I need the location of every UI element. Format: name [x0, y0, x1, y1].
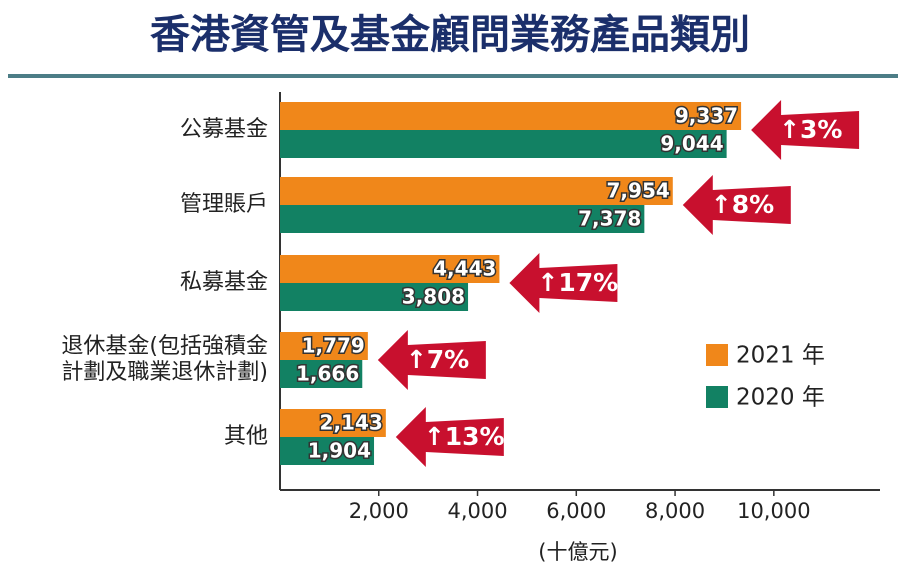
bar	[280, 332, 368, 360]
growth-label: ↑3%	[779, 115, 842, 144]
value-label: 1,666	[296, 362, 359, 386]
category-label: 其他	[224, 424, 268, 449]
value-label: 3,808	[402, 285, 465, 309]
category-label: 公募基金	[180, 117, 268, 142]
growth-label: ↑13%	[424, 422, 505, 451]
growth-arrow	[751, 100, 860, 160]
legend-label: 2020 年	[736, 385, 825, 411]
category-label: 退休基金(包括強積金計劃及職業退休計劃)	[61, 334, 268, 385]
value-label: 7,954	[607, 179, 670, 203]
chart-title: 香港資管及基金顧問業務產品類別	[150, 11, 750, 58]
x-tick-label: 8,000	[645, 499, 705, 523]
bar	[280, 255, 500, 283]
legend-label: 2021 年	[736, 343, 825, 369]
value-label: 9,337	[675, 104, 738, 128]
value-label: 1,779	[302, 334, 365, 358]
x-tick-label: 2,000	[349, 499, 409, 523]
x-tick-label: 10,000	[737, 499, 810, 523]
x-tick-label: 6,000	[546, 499, 606, 523]
legend-swatch	[706, 386, 728, 408]
growth-arrow	[682, 175, 791, 235]
growth-arrow	[509, 253, 618, 313]
category-label: 管理賬戶	[180, 192, 268, 217]
growth-label: ↑8%	[711, 190, 774, 219]
x-tick-label: 4,000	[447, 499, 507, 523]
growth-arrow	[377, 330, 486, 390]
value-label: 7,378	[578, 207, 641, 231]
bar	[280, 130, 727, 158]
growth-arrow	[395, 407, 504, 467]
growth-label: ↑7%	[406, 345, 469, 374]
value-label: 4,443	[433, 257, 496, 281]
bar	[280, 205, 645, 233]
bar	[280, 283, 469, 311]
bar	[280, 102, 742, 130]
growth-label: ↑17%	[537, 268, 618, 297]
category-label: 私募基金	[180, 270, 268, 295]
bar	[280, 177, 673, 205]
value-label: 1,904	[308, 439, 371, 463]
bar	[280, 409, 386, 437]
legend-swatch	[706, 344, 728, 366]
value-label: 9,044	[660, 132, 723, 156]
bar	[280, 437, 375, 465]
x-axis-label: (十億元)	[538, 540, 617, 564]
value-label: 2,143	[320, 411, 383, 435]
bar	[280, 360, 363, 388]
